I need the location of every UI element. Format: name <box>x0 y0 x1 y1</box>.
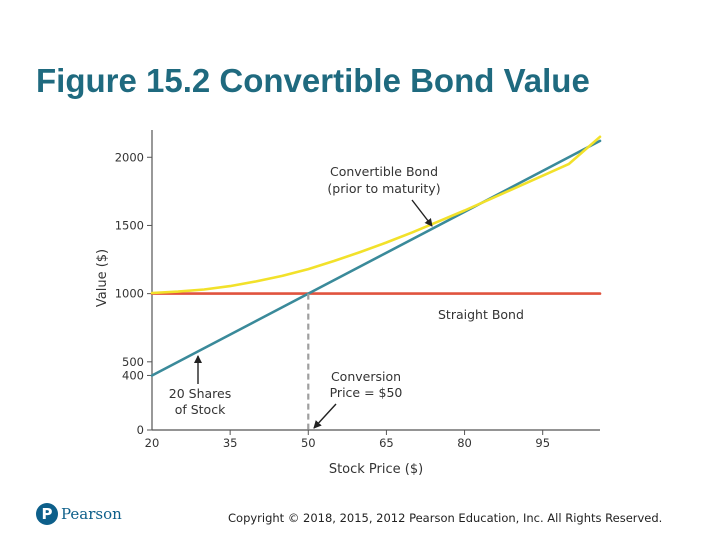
y-axis-title: Value ($) <box>95 249 110 307</box>
y-tick-label: 0 <box>137 423 144 437</box>
x-tick-label: 50 <box>301 436 316 450</box>
convertible-arrow <box>411 199 433 227</box>
y-tick-label: 1000 <box>115 287 144 301</box>
annotation-conversion-line-2: Price = $50 <box>330 385 403 400</box>
copyright-notice: Copyright © 2018, 2015, 2012 Pearson Edu… <box>228 511 663 525</box>
annotation-shares-line-1: 20 Shares <box>169 386 231 401</box>
y-tick-label: 1500 <box>115 218 144 232</box>
series-lines <box>150 135 602 377</box>
conversion-arrow <box>313 403 337 429</box>
x-tick-label: 35 <box>223 436 238 450</box>
series-line-2 <box>150 135 602 295</box>
x-tick-label: 20 <box>145 436 160 450</box>
annotation-shares-line-2: of Stock <box>175 402 226 417</box>
pearson-logo-text: Pearson <box>61 505 122 523</box>
series-line-1 <box>150 139 602 377</box>
annotation-straight-line-1: Straight Bond <box>438 307 524 322</box>
annotation-convertible-line-2: (prior to maturity) <box>327 181 440 196</box>
annotations: Convertible Bond (prior to maturity) Strai… <box>169 164 524 430</box>
x-tick-label: 65 <box>379 436 394 450</box>
x-tick-label: 80 <box>457 436 472 450</box>
x-axis-title: Stock Price ($) <box>329 462 423 477</box>
y-tick-label: 500 <box>122 355 144 369</box>
pearson-logo-icon: P <box>36 503 58 525</box>
pearson-logo: P Pearson <box>36 502 122 526</box>
y-tick-label: 2000 <box>115 150 144 164</box>
x-tick-label: 95 <box>535 436 550 450</box>
y-tick-label: 400 <box>122 368 144 382</box>
annotation-conversion-line-1: Conversion <box>331 369 401 384</box>
slide-title: Figure 15.2 Convertible Bond Value <box>36 62 590 99</box>
annotation-convertible-line-1: Convertible Bond <box>330 164 438 179</box>
